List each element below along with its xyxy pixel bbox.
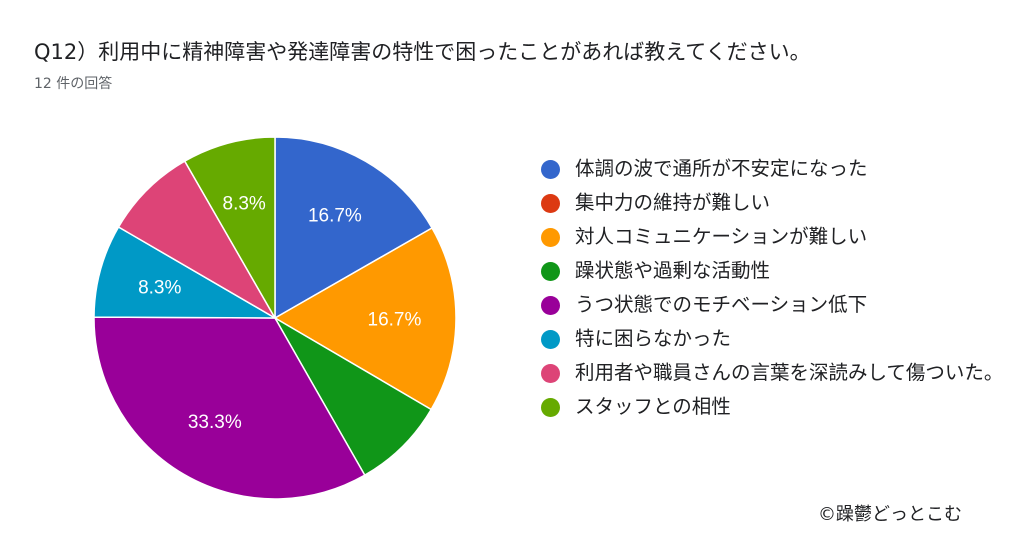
chart-legend: 体調の波で通所が不安定になった 集中力の維持が難しい対人コミュニケーションが難しい… — [541, 155, 1011, 427]
legend-label: 特に困らなかった — [575, 327, 732, 350]
pie-slice-3 — [272, 315, 433, 477]
legend-item-0: 体調の波で通所が不安定になった — [541, 155, 1011, 183]
legend-swatch-icon — [541, 194, 560, 213]
legend-item-7: スタッフとの相性 — [541, 393, 1011, 421]
pie-slice-4 — [93, 316, 366, 500]
legend-item-2: 対人コミュニケーションが難しい — [541, 223, 1011, 251]
pie-slice-7 — [183, 136, 276, 321]
slice-label-7: 8.3% — [223, 194, 266, 215]
question-title: Q12）利用中に精神障害や発達障害の特性で困ったことがあれば教えてください。 — [34, 40, 811, 64]
legend-label: 対人コミュニケーションが難しい — [575, 225, 868, 248]
legend-label: 体調の波で通所が不安定になった — [575, 157, 868, 180]
legend-label: うつ状態でのモチベーション低下 — [575, 293, 868, 316]
legend-item-5: 特に困らなかった — [541, 325, 1011, 353]
legend-label: 利用者や職員さんの言葉を深読みして傷ついた。 — [575, 361, 1004, 384]
pie-slice-5 — [93, 225, 278, 319]
legend-swatch-icon — [541, 330, 560, 349]
slice-label-2: 16.7% — [368, 310, 422, 331]
slice-label-0: 16.7% — [308, 206, 362, 227]
legend-item-3: 躁状態や過剰な活動性 — [541, 257, 1011, 285]
copyright-text: ©躁鬱どっとこむ — [818, 504, 962, 525]
legend-swatch-icon — [541, 160, 560, 179]
slice-label-5: 8.3% — [138, 278, 181, 299]
slice-label-4: 33.3% — [188, 412, 242, 433]
legend-swatch-icon — [541, 262, 560, 281]
pie-slice-2 — [273, 226, 457, 411]
legend-item-6: 利用者や職員さんの言葉を深読みして傷ついた。 — [541, 359, 1011, 387]
pie-slice-6 — [117, 160, 278, 321]
legend-swatch-icon — [541, 398, 560, 417]
legend-item-1: 集中力の維持が難しい — [541, 189, 1011, 217]
legend-label: 集中力の維持が難しい — [575, 191, 771, 214]
response-count: 12 件の回答 — [34, 76, 113, 92]
legend-item-4: うつ状態でのモチベーション低下 — [541, 291, 1011, 319]
legend-label: 躁状態や過剰な活動性 — [575, 259, 771, 282]
legend-swatch-icon — [541, 296, 560, 315]
legend-label: スタッフとの相性 — [575, 395, 731, 418]
legend-swatch-icon — [541, 364, 560, 383]
pie-slice-0 — [274, 136, 434, 320]
legend-swatch-icon — [541, 228, 560, 247]
